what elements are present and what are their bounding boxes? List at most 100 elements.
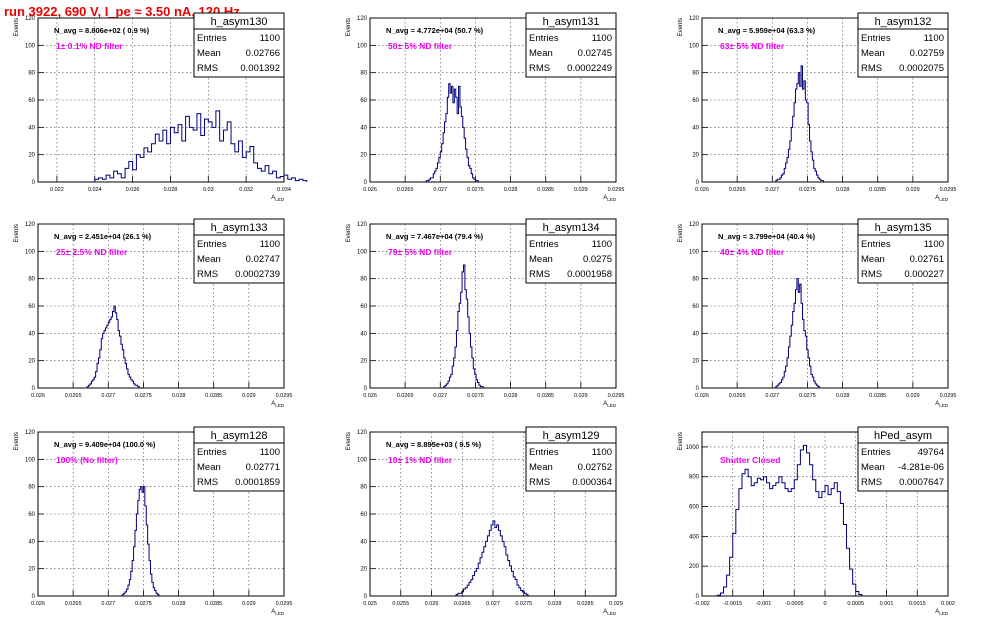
- x-tick-label: 0.026: [363, 393, 377, 399]
- x-tick-label: 0.027: [765, 187, 779, 193]
- stats-box: [193, 12, 285, 78]
- x-tick-label: -0.001: [756, 601, 772, 607]
- stats-label: RMS: [529, 269, 550, 280]
- stats-value: 0.0002075: [899, 63, 944, 74]
- y-tick-label: 0: [364, 180, 368, 186]
- x-tick-label: 0.027: [765, 393, 779, 399]
- navg-label: N_avg = 3.799e+04 (40.4 %): [718, 232, 816, 241]
- x-tick-label: 0.027: [433, 393, 447, 399]
- stats-box: [193, 426, 285, 492]
- x-tick-label: 0.001: [880, 601, 894, 607]
- filter-label: 1± 0.1% ND filter: [56, 41, 123, 51]
- histogram-panel-h_asym130: 0 20 40 60 80 100 120 0.022 0.024 0.026 0.028 0.03 0…: [14, 12, 308, 202]
- y-tick-label: 20: [28, 153, 35, 159]
- y-tick-label: 40: [360, 539, 367, 545]
- x-tick-label: 0.0275: [135, 393, 152, 399]
- stats-label: Entries: [197, 239, 227, 250]
- y-tick-label: 800: [689, 475, 700, 481]
- stats-value: 1100: [592, 239, 612, 250]
- x-tick-label: 0.0265: [65, 393, 82, 399]
- x-tick-label: 0.027: [433, 187, 447, 193]
- x-tick-label: 0.0275: [799, 393, 816, 399]
- x-tick-label: 0.0285: [869, 187, 886, 193]
- histogram-panel-h_asym134: 0 20 40 60 80 100 120 0.026 0.0265 0.027 0.0275 0.0…: [346, 218, 624, 408]
- x-tick-label: 0.029: [242, 601, 256, 607]
- x-tick-label: 0.03: [203, 187, 214, 193]
- y-tick-label: 60: [28, 98, 35, 104]
- stats-value: 0.02766: [246, 48, 280, 59]
- x-tick-label: 0.028: [504, 187, 518, 193]
- x-tick-label: 0.0295: [276, 601, 293, 607]
- x-tick-label: 0.029: [574, 393, 588, 399]
- x-tick-label: 0.026: [363, 187, 377, 193]
- stats-value: 1100: [260, 447, 280, 458]
- histogram-panel-h_asym132: 0 20 40 60 80 100 120 0.026 0.0265 0.027 0.0275 0.0…: [678, 12, 956, 202]
- x-axis-label: ALED: [935, 195, 949, 202]
- x-axis-label: ALED: [603, 401, 617, 408]
- y-tick-label: 100: [25, 43, 36, 49]
- histogram-panel-h_asym135: 0 20 40 60 80 100 120 0.026 0.0265 0.027 0.0275 0.0…: [678, 218, 956, 408]
- filter-label: 40± 4% ND filter: [720, 247, 785, 257]
- x-tick-label: 0.026: [695, 187, 709, 193]
- x-tick-label: 0.0255: [392, 601, 409, 607]
- filter-label: 10± 1% ND filter: [388, 455, 453, 465]
- y-tick-label: 80: [360, 71, 367, 77]
- x-tick-label: -0.0005: [785, 601, 804, 607]
- y-tick-label: 40: [28, 331, 35, 337]
- x-tick-label: 0.002: [941, 601, 955, 607]
- filter-label: 50± 5% ND filter: [388, 41, 453, 51]
- y-axis-label: Events: [14, 224, 20, 242]
- navg-label: N_avg = 9.409e+04 (100.0 %): [54, 440, 156, 449]
- stats-label: Entries: [529, 33, 559, 44]
- stats-label: Mean: [861, 254, 885, 265]
- stats-label: Mean: [197, 48, 221, 59]
- x-tick-label: 0.0265: [729, 187, 746, 193]
- y-tick-label: 100: [357, 249, 368, 255]
- navg-label: N_avg = 7.467e+04 (79.4 %): [386, 232, 484, 241]
- navg-label: N_avg = 4.772e+04 (50.7 %): [386, 26, 484, 35]
- stats-label: RMS: [197, 63, 218, 74]
- x-tick-label: 0.0275: [467, 393, 484, 399]
- x-tick-label: 0.027: [101, 601, 115, 607]
- x-tick-label: 0.027: [101, 393, 115, 399]
- navg-label: N_avg = 5.959e+04 (63.3 %): [718, 26, 816, 35]
- stats-label: RMS: [861, 477, 882, 488]
- x-tick-label: 0.0265: [454, 601, 471, 607]
- y-tick-label: 120: [357, 16, 368, 22]
- filter-label: 63± 5% ND filter: [720, 41, 785, 51]
- x-tick-label: 0.0295: [276, 393, 293, 399]
- y-tick-label: 100: [689, 249, 700, 255]
- filter-label: 79± 5% ND filter: [388, 247, 453, 257]
- x-tick-label: 0.0275: [799, 187, 816, 193]
- stats-value: 1100: [924, 33, 944, 44]
- stats-value: 0.02761: [910, 254, 944, 265]
- x-tick-label: 0.028: [172, 393, 186, 399]
- y-axis-label: Events: [14, 432, 20, 450]
- y-tick-label: 0: [696, 386, 700, 392]
- y-tick-label: 1000: [686, 445, 700, 451]
- x-axis-label: ALED: [271, 609, 285, 616]
- histogram-line: [86, 305, 140, 388]
- x-tick-label: 0: [823, 601, 826, 607]
- x-tick-label: 0.0285: [577, 601, 594, 607]
- y-tick-label: 20: [28, 359, 35, 365]
- x-tick-label: 0.026: [695, 393, 709, 399]
- stats-title: h_asym135: [875, 222, 932, 234]
- y-tick-label: 20: [360, 153, 367, 159]
- y-tick-label: 80: [28, 485, 35, 491]
- stats-title: h_asym129: [543, 430, 600, 442]
- histogram-panel-hPed_asym: 0 200 400 600 800 1000 -0.002 -0.0015 -0.001 -0.0…: [678, 426, 955, 616]
- y-tick-label: 0: [696, 180, 700, 186]
- stats-label: Entries: [861, 447, 891, 458]
- stats-value: 0.0007647: [899, 477, 944, 488]
- stats-box: [857, 426, 949, 492]
- y-tick-label: 80: [360, 485, 367, 491]
- x-tick-label: -0.0015: [723, 601, 742, 607]
- stats-box: [193, 218, 285, 284]
- stats-label: Entries: [197, 33, 227, 44]
- y-tick-label: 40: [692, 125, 699, 131]
- y-tick-label: 40: [360, 331, 367, 337]
- x-tick-label: 0.029: [242, 393, 256, 399]
- y-tick-label: 80: [28, 71, 35, 77]
